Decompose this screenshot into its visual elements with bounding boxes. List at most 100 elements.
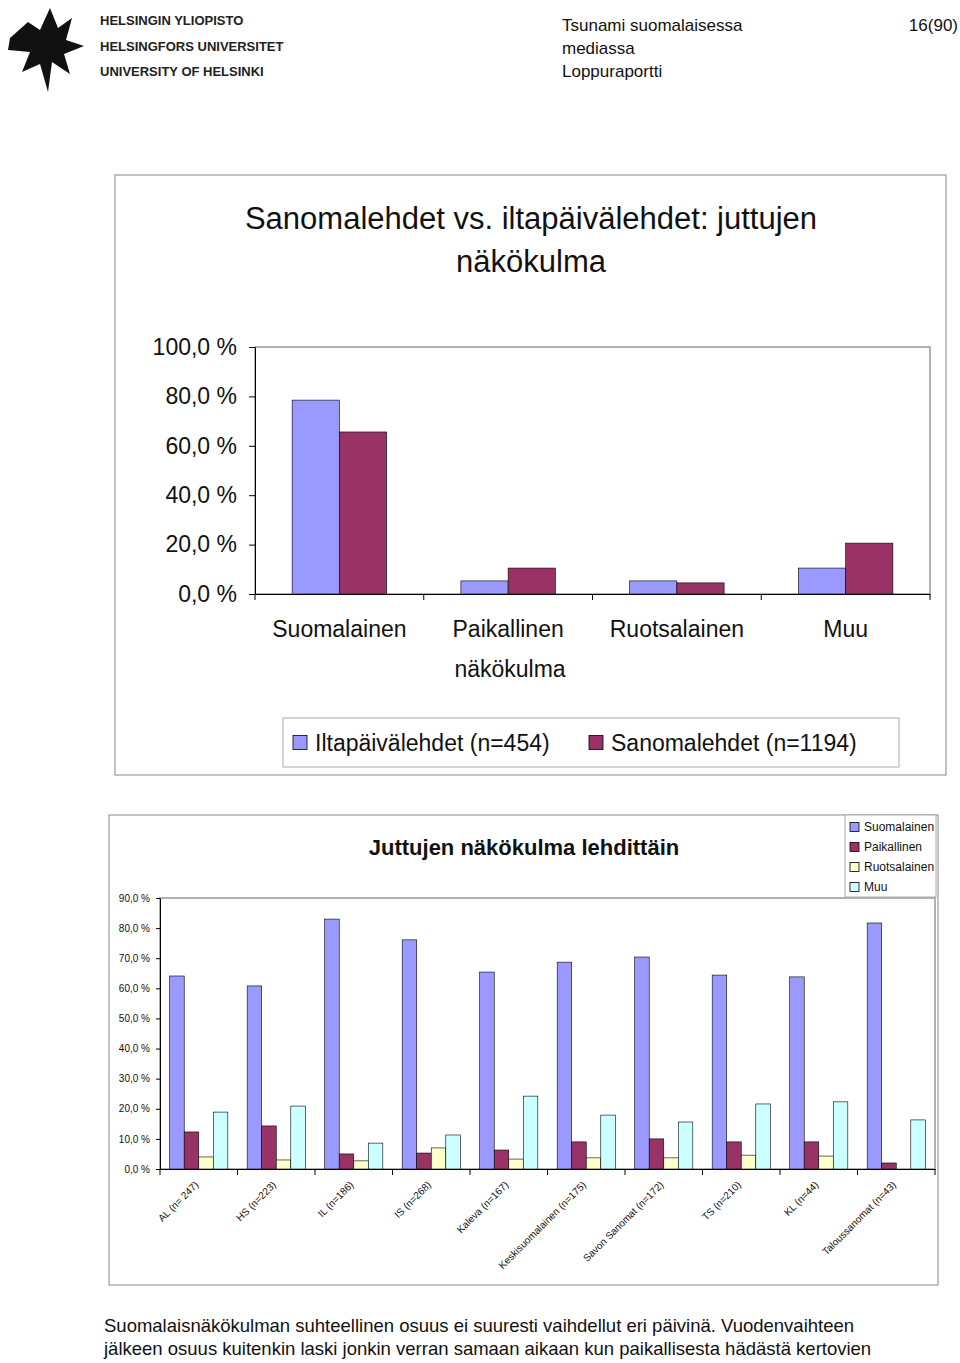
- bar: [790, 977, 805, 1169]
- category-separator: [255, 594, 256, 600]
- bar: [712, 975, 727, 1169]
- y-tick-label: 40,0 %: [119, 1043, 150, 1054]
- bar: [292, 400, 339, 594]
- legend-swatch: [850, 823, 859, 832]
- x-tick-label: Taloussanomat (n=43): [820, 1179, 898, 1257]
- bar: [882, 1163, 897, 1169]
- footer-text: jälkeen osuus kuitenkin laski jonkin ver…: [103, 1338, 871, 1359]
- y-tick: 50,0 %: [119, 1013, 160, 1024]
- y-tick-label: 60,0 %: [165, 433, 237, 459]
- x-tick: Kaleva (n=167): [455, 1169, 511, 1235]
- chart: Juttujen näkökulma lehdittäin0,0 %10,0 %…: [109, 815, 938, 1285]
- legend-box: [283, 718, 899, 767]
- report-title: Loppuraportti: [562, 62, 662, 81]
- x-tick: KL (n=44): [782, 1169, 821, 1218]
- category-separator: [237, 1169, 238, 1175]
- y-tick-mark: [156, 1169, 160, 1170]
- category-separator: [592, 594, 593, 600]
- bar: [635, 957, 650, 1169]
- x-tick-label: AL (n= 247): [156, 1179, 201, 1224]
- x-tick: Savon Sanomat (n=172): [581, 1169, 666, 1264]
- y-tick-label: 80,0 %: [165, 383, 237, 409]
- bar: [262, 1126, 277, 1169]
- x-tick-label: Muu: [823, 616, 868, 642]
- x-tick: AL (n= 247): [156, 1169, 201, 1224]
- y-tick-label: 40,0 %: [165, 482, 237, 508]
- bar: [804, 1142, 819, 1169]
- bar: [508, 568, 555, 594]
- y-tick-mark: [156, 1139, 160, 1140]
- x-axis-title: näkökulma: [454, 656, 565, 682]
- category-separator: [392, 1169, 393, 1175]
- chart-border: [109, 815, 938, 1285]
- page-number: 16(90): [909, 16, 958, 35]
- y-tick-mark: [156, 1109, 160, 1110]
- bar: [727, 1142, 742, 1169]
- y-tick-mark: [249, 347, 255, 348]
- x-tick: Suomalainen: [272, 594, 406, 642]
- category-separator: [780, 1169, 781, 1175]
- category-separator: [761, 594, 762, 600]
- y-tick-mark: [156, 988, 160, 989]
- x-tick-label: Ruotsalainen: [610, 616, 744, 642]
- bar: [402, 940, 417, 1169]
- y-tick-mark: [156, 1049, 160, 1050]
- y-tick-mark: [156, 928, 160, 929]
- y-tick-label: 50,0 %: [119, 1013, 150, 1024]
- bar: [480, 972, 495, 1169]
- bar: [741, 1155, 756, 1169]
- legend-label: Ruotsalainen: [864, 860, 934, 874]
- bar: [339, 1154, 354, 1169]
- y-tick: 20,0 %: [119, 1103, 160, 1114]
- y-tick-mark: [249, 396, 255, 397]
- bar: [911, 1120, 926, 1169]
- plot-frame: [160, 898, 935, 1169]
- y-axis-line: [160, 899, 161, 1170]
- bar: [184, 1132, 199, 1169]
- bar: [557, 962, 572, 1169]
- y-tick-label: 20,0 %: [119, 1103, 150, 1114]
- x-tick-label: Keskisuomalainen (n=175): [496, 1179, 588, 1271]
- y-tick: 100,0 %: [153, 334, 255, 360]
- legend-label: Suomalainen: [864, 820, 934, 834]
- bar: [649, 1139, 664, 1169]
- bar: [572, 1142, 587, 1169]
- y-tick-label: 30,0 %: [119, 1073, 150, 1084]
- y-tick: 0,0 %: [178, 581, 255, 607]
- legend: SuomalainenPaikallinenRuotsalainenMuu: [845, 815, 936, 897]
- y-tick: 40,0 %: [119, 1043, 160, 1054]
- y-tick-label: 70,0 %: [119, 953, 150, 964]
- category-separator: [702, 1169, 703, 1175]
- y-tick-label: 80,0 %: [119, 923, 150, 934]
- y-tick-label: 20,0 %: [165, 531, 237, 557]
- legend-swatch: [850, 863, 859, 872]
- y-tick-mark: [156, 898, 160, 899]
- bar: [846, 543, 893, 594]
- y-tick: 70,0 %: [119, 953, 160, 964]
- bar: [601, 1115, 616, 1169]
- y-tick: 80,0 %: [119, 923, 160, 934]
- category-separator: [935, 1169, 936, 1175]
- x-tick-label: IL (n=186): [316, 1179, 356, 1219]
- bar: [798, 568, 845, 594]
- bars: [292, 400, 893, 594]
- page: HELSINGIN YLIOPISTOHELSINGFORS UNIVERSIT…: [0, 0, 960, 1363]
- bar: [354, 1161, 369, 1169]
- y-tick-label: 90,0 %: [119, 893, 150, 904]
- bar: [213, 1112, 228, 1169]
- x-axis: Suomalainen Paikallinen Ruotsalainen Muu: [256, 594, 931, 642]
- category-separator: [470, 1169, 471, 1175]
- y-tick: 20,0 %: [165, 531, 255, 557]
- y-tick-mark: [156, 1079, 160, 1080]
- x-tick: Muu: [823, 594, 868, 642]
- logo-shape: [8, 8, 84, 92]
- y-tick: 90,0 %: [119, 893, 160, 904]
- chart-border: [115, 175, 946, 775]
- legend-label: Muu: [864, 880, 887, 894]
- chart-title: Juttujen näkökulma lehdittäin: [369, 835, 679, 860]
- x-tick: Taloussanomat (n=43): [820, 1169, 898, 1257]
- report-title: Tsunami suomalaisessa: [562, 16, 743, 35]
- x-tick: Paikallinen: [453, 594, 564, 642]
- bar: [170, 976, 185, 1169]
- bar: [678, 1122, 693, 1169]
